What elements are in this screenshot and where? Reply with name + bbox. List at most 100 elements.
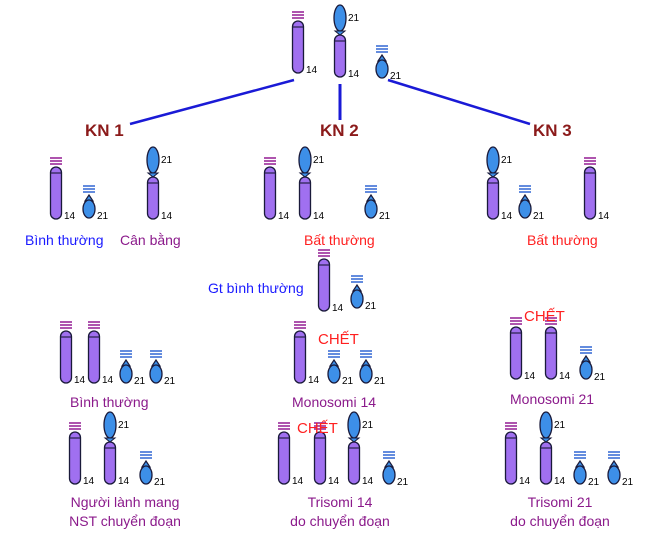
trisomy21-chromosome-14: 14	[504, 422, 531, 487]
chromosome-layer: 14 21 14 21 14 21 21 14 14 21 14 21 21 14 21 14 14 21 14 14…	[49, 4, 634, 488]
monosomy14-chromosome-21a: 21	[327, 350, 354, 387]
trisomy21-chromosome-21b: 21	[607, 451, 634, 488]
outcome-normal-chromosome-14a: 14	[59, 321, 86, 386]
monosomy14-chromosome-21b: 21	[359, 350, 386, 387]
trisomy14-label-line1: Trisomi 14	[307, 494, 373, 510]
trisomy14-translocation-chromosome: 21 14	[347, 411, 374, 487]
chromosome-21-number: 21	[501, 155, 513, 166]
chromosome-21-number: 21	[365, 301, 377, 312]
chromosome-21-number: 21	[554, 420, 566, 431]
trisomy21-label-line1: Trisomi 21	[527, 494, 593, 510]
trisomy14-chromosome-14b: 14	[313, 422, 340, 487]
carrier-chromosome-14: 14	[68, 422, 95, 487]
chromosome-21-number: 21	[164, 376, 176, 387]
kn2-title: KN 2	[320, 121, 359, 140]
kn1-title: KN 1	[85, 121, 124, 140]
chromosome-14-number: 14	[332, 303, 344, 314]
chromosome-14-number: 14	[64, 211, 76, 222]
gamete-chromosome-14: 14	[317, 249, 344, 314]
chromosome-14-number: 14	[74, 375, 86, 386]
kn3-title: KN 3	[533, 121, 572, 140]
outcome-normal-chromosome-21a: 21	[119, 350, 146, 387]
chromosome-14-number: 14	[501, 211, 513, 222]
chromosome-14-number: 14	[328, 476, 340, 487]
chromosome-14-number: 14	[519, 476, 531, 487]
chromosome-14-number: 14	[118, 476, 130, 487]
kn2-status: Bất thường	[304, 232, 375, 248]
trisomy14-death-note: CHẾT	[297, 420, 338, 437]
monosomy21-chromosome-14b: 14	[544, 317, 571, 382]
chromosome-21-number: 21	[154, 477, 166, 488]
monosomy21-chromosome-14a: 14	[509, 317, 536, 382]
outcome-normal-label: Bình thường	[70, 394, 149, 410]
trisomy21-label-line2: do chuyển đoạn	[510, 513, 610, 529]
gamete-chromosome-21: 21	[350, 275, 377, 312]
parent-translocation-chromosome: 21 14	[333, 4, 360, 80]
parent-chromosome-21: 21	[375, 45, 402, 82]
chromosome-21-number: 21	[397, 477, 409, 488]
chromosome-21-number: 21	[362, 420, 374, 431]
trisomy14-chromosome-14a: 14	[277, 422, 304, 487]
chromosome-14-number: 14	[278, 211, 290, 222]
chromosome-21-number: 21	[588, 477, 600, 488]
kn1-translocation-chromosome: 21 14	[146, 146, 173, 222]
kn1-status-balanced: Cân bằng	[120, 232, 181, 248]
normal-gamete-label: Gt bình thường	[208, 280, 304, 296]
outcome-normal-chromosome-14b: 14	[87, 321, 114, 386]
chromosome-14-number: 14	[102, 375, 114, 386]
trisomy14-chromosome-21: 21	[382, 451, 409, 488]
chromosome-14-number: 14	[83, 476, 95, 487]
chromosome-21-number: 21	[313, 155, 325, 166]
monosomy21-chromosome-21: 21	[579, 346, 606, 383]
kn1-chromosome-14: 14	[49, 157, 76, 222]
monosomy14-death-note: CHẾT	[318, 331, 359, 348]
chromosome-21-number: 21	[374, 376, 386, 387]
outcome-normal-chromosome-21b: 21	[149, 350, 176, 387]
chromosome-21-number: 21	[97, 211, 109, 222]
kn3-translocation-chromosome: 21 14	[486, 146, 513, 222]
parent-chromosome-14: 14	[291, 11, 318, 76]
kn3-chromosome-14: 14	[583, 157, 610, 222]
chromosome-14-number: 14	[348, 69, 360, 80]
carrier-label-line1: Người lành mang	[70, 494, 180, 510]
chromosome-21-number: 21	[622, 477, 634, 488]
chromosome-21-number: 21	[342, 376, 354, 387]
connector-kn3	[387, 78, 531, 126]
chromosome-14-number: 14	[313, 211, 325, 222]
carrier-label-line2: NST chuyển đoạn	[69, 513, 181, 529]
carrier-chromosome-21: 21	[139, 451, 166, 488]
chromosome-14-number: 14	[559, 371, 571, 382]
monosomy21-label: Monosomi 21	[510, 391, 595, 407]
monosomy14-label: Monosomi 14	[292, 394, 377, 410]
chromosome-14-number: 14	[554, 476, 566, 487]
kn2-translocation-chromosome: 21 14	[298, 146, 325, 222]
chromosome-21-number: 21	[533, 211, 545, 222]
chromosome-14-number: 14	[292, 476, 304, 487]
chromosome-21-number: 21	[161, 155, 173, 166]
chromosome-14-number: 14	[308, 375, 320, 386]
chromosome-21-number: 21	[134, 376, 146, 387]
monosomy21-death-note: CHẾT	[524, 308, 565, 325]
chromosome-21-number: 21	[379, 211, 391, 222]
trisomy21-translocation-chromosome: 21 14	[539, 411, 566, 487]
trisomy14-label-line2: do chuyển đoạn	[290, 513, 390, 529]
kn2-chromosome-14: 14	[263, 157, 290, 222]
chromosome-21-number: 21	[594, 372, 606, 383]
kn1-status-normal: Bình thường	[25, 232, 104, 248]
chromosome-14-number: 14	[306, 65, 318, 76]
kn3-status: Bất thường	[527, 232, 598, 248]
kn3-chromosome-21: 21	[518, 185, 545, 222]
chromosome-21-number: 21	[118, 420, 130, 431]
kn1-chromosome-21: 21	[82, 185, 109, 222]
chromosome-14-number: 14	[161, 211, 173, 222]
chromosome-21-number: 21	[390, 71, 402, 82]
connector-kn1	[129, 78, 295, 126]
monosomy14-chromosome-14: 14	[293, 321, 320, 386]
trisomy21-chromosome-21a: 21	[573, 451, 600, 488]
chromosome-14-number: 14	[524, 371, 536, 382]
carrier-translocation-chromosome: 21 14	[103, 411, 130, 487]
chromosome-21-number: 21	[348, 13, 360, 24]
kn2-chromosome-21: 21	[364, 185, 391, 222]
chromosome-14-number: 14	[598, 211, 610, 222]
